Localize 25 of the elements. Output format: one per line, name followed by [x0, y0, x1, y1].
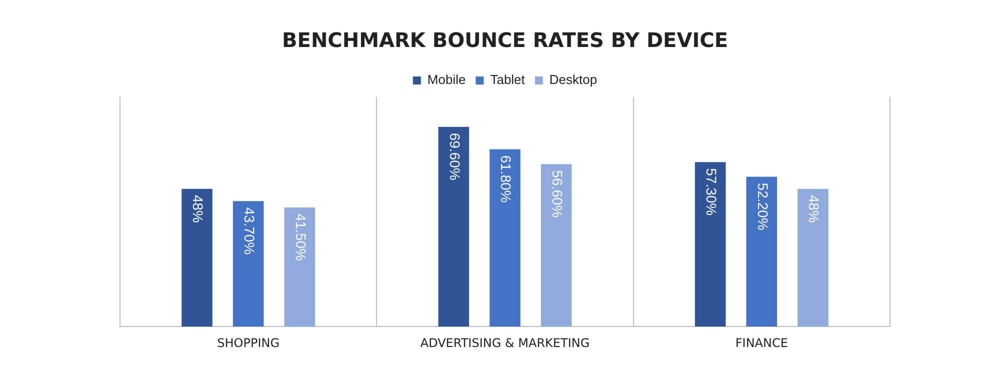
- legend-label: Mobile: [427, 72, 466, 88]
- data-label: 41.50%: [292, 213, 309, 261]
- bar: [490, 149, 520, 327]
- data-label: 43.70%: [241, 207, 258, 255]
- legend-label: Desktop: [549, 72, 598, 88]
- x-tick-label: SHOPPING: [217, 336, 280, 350]
- bar: [694, 162, 726, 327]
- bar: [232, 201, 264, 327]
- data-label: 56.60%: [549, 170, 566, 218]
- bar: [182, 188, 212, 327]
- data-label: 57.30%: [703, 168, 720, 216]
- bar: [438, 126, 470, 327]
- bar: [746, 176, 778, 327]
- data-label: 52.20%: [754, 182, 771, 230]
- x-tick-label: ADVERTISING & MARKETING: [420, 336, 590, 350]
- data-label: 61.80%: [498, 155, 514, 203]
- data-label: 69.60%: [446, 132, 463, 180]
- bar: [540, 164, 572, 327]
- bar: [284, 207, 316, 327]
- data-label: 48%: [190, 194, 206, 223]
- data-label: 48%: [806, 194, 822, 223]
- x-tick-label: FINANCE: [735, 336, 788, 350]
- chart-title: BENCHMARK BOUNCE RATES BY DEVICE: [282, 28, 728, 52]
- bar: [798, 188, 828, 327]
- legend-label: Tablet: [490, 72, 526, 88]
